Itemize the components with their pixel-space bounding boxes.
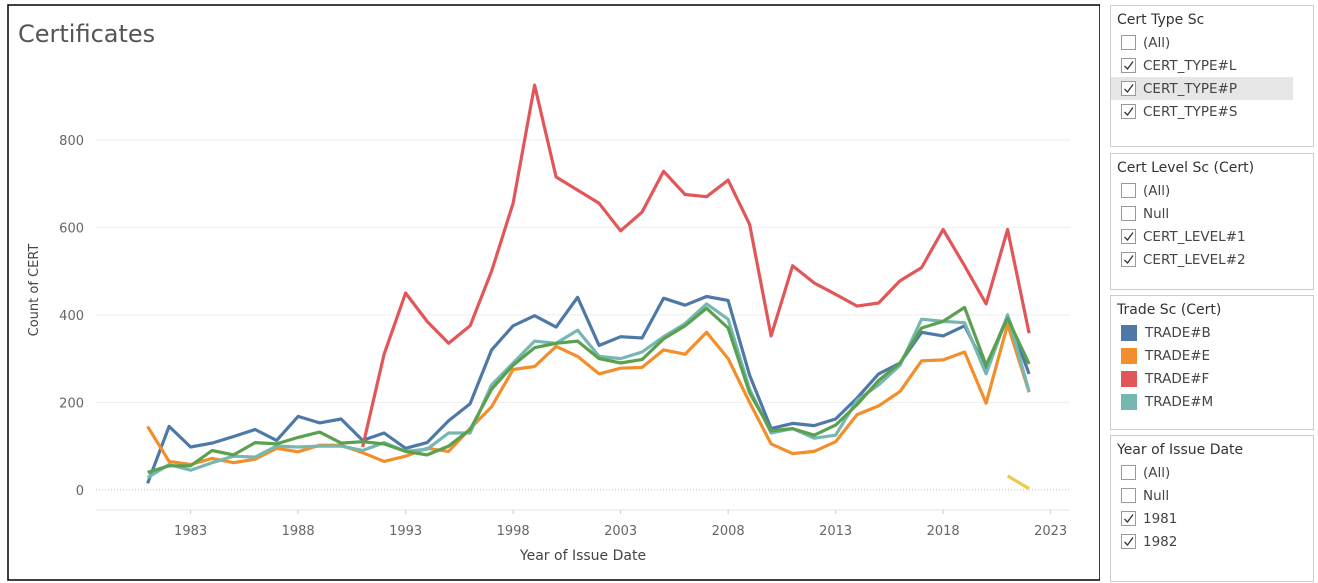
legend-item: TRADE#M bbox=[1111, 390, 1313, 413]
filter-item[interactable]: 1981 bbox=[1111, 507, 1313, 530]
checkbox[interactable] bbox=[1121, 206, 1136, 221]
filter-item[interactable]: Null bbox=[1111, 202, 1313, 225]
x-tick-label: 2003 bbox=[604, 524, 637, 539]
filter-item[interactable]: 1982 bbox=[1111, 530, 1313, 553]
legend-item: TRADE#B bbox=[1111, 321, 1313, 344]
filter-panel: Year of Issue Date (All) Null 1981 1982 bbox=[1110, 435, 1314, 582]
chart-border bbox=[7, 4, 1100, 581]
y-tick-label: 400 bbox=[59, 309, 84, 324]
filter-label: Null bbox=[1143, 487, 1170, 504]
series-line bbox=[1006, 474, 1030, 490]
checkbox[interactable] bbox=[1121, 534, 1136, 549]
series-line bbox=[147, 305, 1031, 474]
filter-title: Cert Level Sc (Cert) bbox=[1117, 160, 1255, 176]
checkbox[interactable] bbox=[1121, 58, 1136, 73]
filter-label: CERT_TYPE#L bbox=[1143, 57, 1237, 74]
filter-title: Year of Issue Date bbox=[1117, 442, 1244, 458]
chart-title: Certificates bbox=[18, 20, 155, 48]
x-tick-label: 1998 bbox=[497, 524, 530, 539]
series-line bbox=[146, 294, 1031, 484]
filter-label: (All) bbox=[1143, 182, 1171, 199]
x-tick-label: 1983 bbox=[174, 524, 207, 539]
legend-title: Trade Sc (Cert) bbox=[1117, 302, 1222, 318]
filter-item[interactable]: (All) bbox=[1111, 31, 1313, 54]
filter-item[interactable]: CERT_TYPE#L bbox=[1111, 54, 1313, 77]
filter-label: CERT_LEVEL#2 bbox=[1143, 251, 1246, 268]
filter-panel: Cert Level Sc (Cert) (All) Null CERT_LEVEL#… bbox=[1110, 153, 1314, 290]
legend-item: TRADE#F bbox=[1111, 367, 1313, 390]
filter-item[interactable]: CERT_TYPE#P bbox=[1111, 77, 1293, 100]
filter-label: 1982 bbox=[1143, 533, 1178, 550]
filter-item[interactable]: CERT_LEVEL#1 bbox=[1111, 225, 1313, 248]
filter-item[interactable]: CERT_TYPE#S bbox=[1111, 100, 1313, 123]
legend-label: TRADE#M bbox=[1145, 393, 1214, 410]
filter-label: CERT_TYPE#S bbox=[1143, 103, 1238, 120]
y-tick-label: 800 bbox=[59, 134, 84, 149]
filter-label: (All) bbox=[1143, 464, 1171, 481]
filter-item[interactable]: (All) bbox=[1111, 461, 1313, 484]
checkbox[interactable] bbox=[1121, 81, 1136, 96]
x-tick-label: 2023 bbox=[1034, 524, 1067, 539]
checkbox[interactable] bbox=[1121, 252, 1136, 267]
checkbox[interactable] bbox=[1121, 465, 1136, 480]
legend-panel: Trade Sc (Cert) TRADE#B TRADE#E TRADE#F TRAD… bbox=[1110, 295, 1314, 430]
filter-item[interactable]: CERT_LEVEL#2 bbox=[1111, 248, 1313, 271]
legend-label: TRADE#E bbox=[1145, 347, 1211, 364]
checkbox[interactable] bbox=[1121, 183, 1136, 198]
filter-label: CERT_LEVEL#1 bbox=[1143, 228, 1246, 245]
filter-label: CERT_TYPE#P bbox=[1143, 80, 1237, 97]
filter-title: Cert Type Sc bbox=[1117, 12, 1205, 28]
legend-item: TRADE#E bbox=[1111, 344, 1313, 367]
checkbox[interactable] bbox=[1121, 104, 1136, 119]
chart: Certificates Year of Issue Date Count of… bbox=[7, 4, 1100, 581]
y-tick-label: 0 bbox=[76, 484, 84, 499]
y-tick-label: 600 bbox=[59, 221, 84, 236]
legend-swatch bbox=[1121, 347, 1137, 364]
filter-item[interactable]: (All) bbox=[1111, 179, 1313, 202]
series-line bbox=[146, 302, 1031, 479]
x-tick-label: 1988 bbox=[282, 524, 315, 539]
legend-swatch bbox=[1121, 324, 1137, 341]
checkbox[interactable] bbox=[1121, 35, 1136, 50]
legend-swatch bbox=[1121, 393, 1137, 410]
legend-swatch bbox=[1121, 370, 1137, 387]
series-line bbox=[361, 83, 1031, 448]
series-line bbox=[146, 322, 1031, 467]
filter-label: 1981 bbox=[1143, 510, 1178, 527]
x-tick-label: 2018 bbox=[927, 524, 960, 539]
x-axis-label: Year of Issue Date bbox=[519, 548, 646, 564]
checkbox[interactable] bbox=[1121, 511, 1136, 526]
legend-label: TRADE#B bbox=[1145, 324, 1211, 341]
checkbox[interactable] bbox=[1121, 488, 1136, 503]
filter-label: (All) bbox=[1143, 34, 1171, 51]
filter-item[interactable]: Null bbox=[1111, 484, 1313, 507]
checkbox[interactable] bbox=[1121, 229, 1136, 244]
y-axis-label: Count of CERT bbox=[27, 244, 42, 337]
x-tick-label: 2013 bbox=[819, 524, 852, 539]
y-tick-label: 200 bbox=[59, 396, 84, 411]
filter-panel: Cert Type Sc (All) CERT_TYPE#L CERT_TYPE#P C… bbox=[1110, 5, 1314, 147]
x-tick-label: 2008 bbox=[712, 524, 745, 539]
filter-label: Null bbox=[1143, 205, 1170, 222]
legend-label: TRADE#F bbox=[1145, 370, 1210, 387]
x-tick-label: 1993 bbox=[389, 524, 422, 539]
